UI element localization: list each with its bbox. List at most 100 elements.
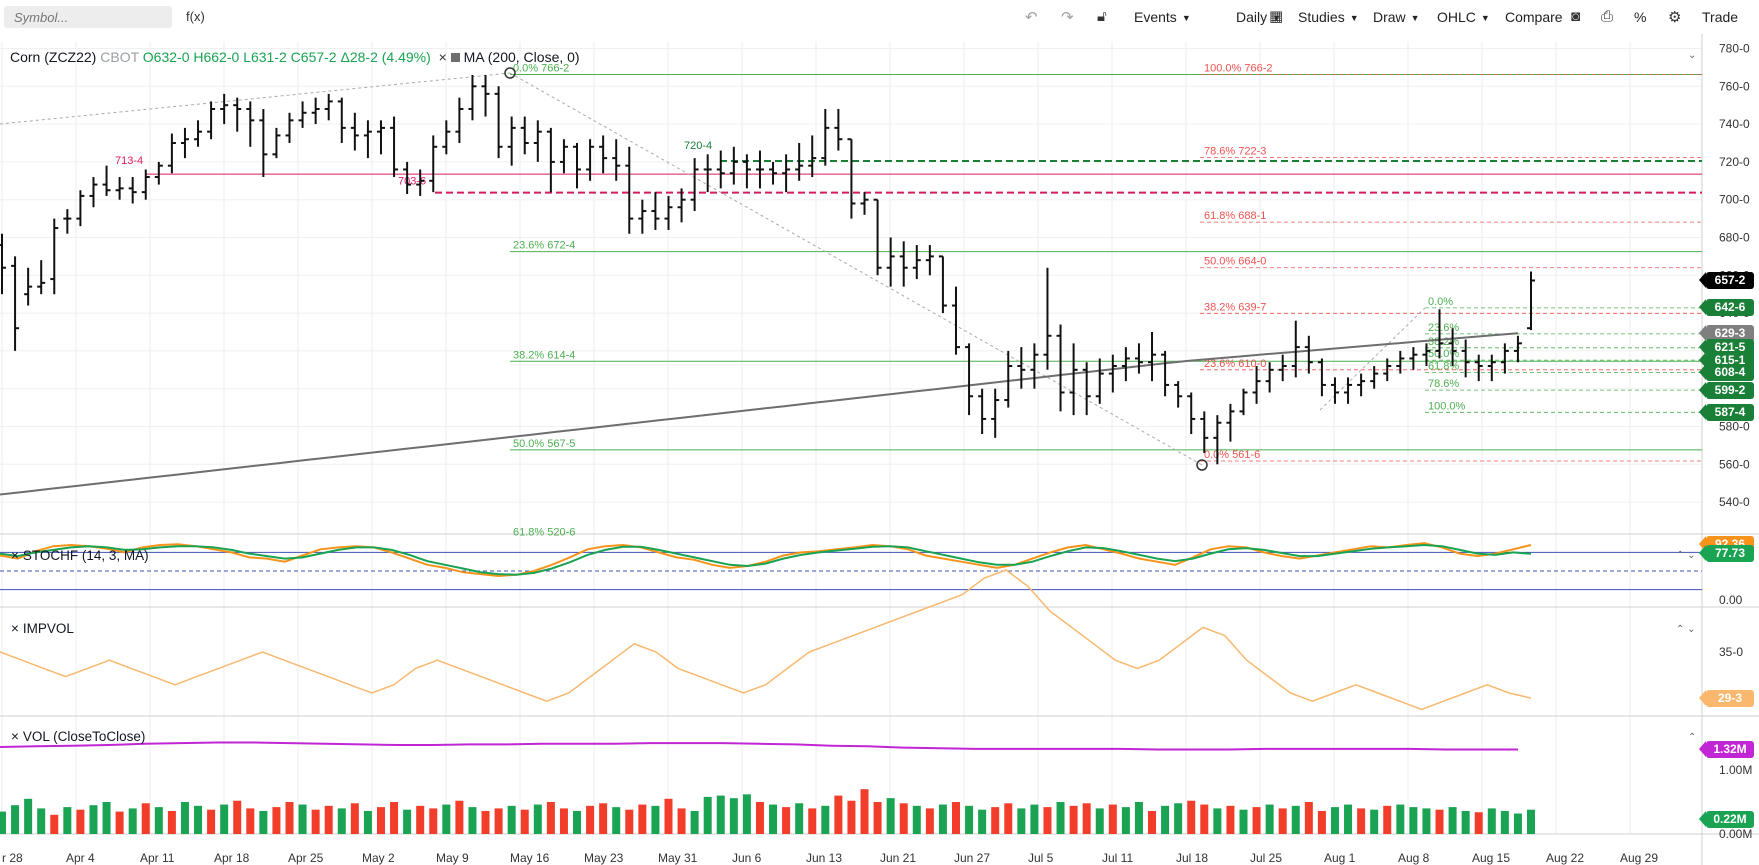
x-tick-label: Apr 11	[140, 851, 175, 865]
draw-menu[interactable]: Draw ▼	[1373, 9, 1420, 25]
volume-bar	[298, 804, 307, 834]
remove-vol-icon[interactable]: ×	[11, 729, 19, 744]
stoch-badge-arrow	[1699, 536, 1706, 553]
price-tick-label: 680-0	[1719, 231, 1750, 245]
ohlc-bar	[925, 245, 934, 276]
chevron-down-icon: ▼	[1181, 13, 1191, 23]
trade-button[interactable]: Trade	[1702, 9, 1739, 25]
price-badge-arrow	[1699, 324, 1706, 341]
volume-bar	[1396, 804, 1405, 834]
volume-bar	[494, 808, 503, 834]
ohlc-bar	[573, 143, 582, 189]
stoch-tick-label: 0.00	[1719, 593, 1743, 607]
volume-bar	[1317, 810, 1326, 834]
ohlc-bar	[180, 127, 189, 159]
lock-icon[interactable]: 🔓︎	[1097, 8, 1107, 25]
impvol-line	[0, 569, 1532, 711]
percent-button[interactable]: %	[1634, 9, 1647, 25]
ohlc-bar	[468, 74, 477, 121]
undo-icon[interactable]: ↶	[1025, 9, 1038, 26]
fib-red-label: 100.0% 766-2	[1204, 62, 1273, 74]
interval-menu[interactable]: Daily ▼	[1236, 9, 1281, 25]
volume-bar	[965, 805, 974, 834]
price-tick-label: 560-0	[1719, 457, 1750, 471]
close-value: C657-2	[290, 49, 337, 65]
ohlc-bar	[847, 138, 856, 219]
ohlc-bar	[494, 86, 503, 159]
volume-bar	[1004, 803, 1013, 834]
price-badge: 642-6	[1706, 299, 1754, 317]
ohlc-bar	[1435, 309, 1444, 359]
x-tick-label: Jun 6	[732, 851, 762, 865]
volume-bar	[76, 809, 85, 834]
remove-stoch-icon[interactable]: ×	[11, 548, 19, 563]
volume-bar	[586, 805, 595, 834]
price-tick-label: 720-0	[1719, 155, 1750, 169]
volume-bar	[259, 810, 268, 834]
camera-icon[interactable]: ◙	[1571, 8, 1581, 25]
volume-bar	[1239, 809, 1248, 834]
ohlc-bar	[808, 135, 817, 178]
ohlc-bar	[755, 150, 764, 189]
collapse-chevron-icon[interactable]: ⌄	[1688, 50, 1697, 61]
ohlc-bar	[1004, 350, 1013, 408]
volume-bar	[1448, 807, 1457, 834]
ohlc-bar	[1383, 358, 1392, 382]
price-badge-arrow	[1699, 351, 1706, 368]
price-tick-label: 760-0	[1719, 79, 1750, 93]
chevron-down-icon: ▼	[1480, 13, 1490, 23]
ohlc-bar	[481, 74, 490, 117]
fib-small-label: 0.0%	[1428, 296, 1453, 308]
redo-icon[interactable]: ↷	[1061, 9, 1074, 26]
volume-bar	[755, 802, 764, 834]
chart-type-menu[interactable]: OHLC ▼	[1437, 9, 1490, 25]
print-icon[interactable]: ⎙	[1601, 8, 1614, 25]
volume-bar	[363, 810, 372, 834]
symbol-search-input[interactable]	[4, 6, 172, 28]
ohlc-bar	[24, 267, 33, 306]
volume-bar	[925, 808, 934, 834]
volume-bar	[1134, 802, 1143, 834]
volume-bar	[272, 807, 281, 834]
vol-pane-arrow-icon[interactable]: ⌃	[1688, 732, 1697, 743]
studies-menu[interactable]: Studies ▼	[1298, 9, 1359, 25]
volume-bar	[468, 807, 477, 834]
volume-bar	[220, 804, 229, 834]
price-badge-arrow	[1699, 339, 1706, 356]
volume-bar	[128, 808, 137, 834]
ohlc-bar	[272, 127, 281, 159]
ohlc-bar	[1357, 373, 1366, 397]
ohlc-bar	[546, 127, 555, 193]
volume-bar	[1226, 805, 1235, 834]
volume-bar	[390, 802, 399, 834]
volume-bar	[912, 805, 921, 834]
volume-bar	[1461, 810, 1470, 834]
fx-button[interactable]: f(x)	[186, 9, 205, 24]
ohlc-bar	[951, 286, 960, 355]
ohlc-bar	[1291, 320, 1300, 378]
price-badge: 587-4	[1706, 403, 1754, 421]
calendar-icon[interactable]: ▦	[1269, 8, 1284, 25]
draw-label: Draw	[1373, 9, 1406, 25]
volume-bar	[37, 808, 46, 834]
ohlc-bar	[1095, 358, 1104, 404]
remove-impvol-icon[interactable]: ×	[11, 621, 19, 636]
ohlc-bar	[363, 120, 372, 159]
chart-canvas[interactable]: r 28 Apr 4 Apr 11 Apr 18 Apr 25 May 2 May 9 May…	[0, 34, 1759, 865]
ohlc-bar	[533, 120, 542, 162]
gear-icon[interactable]: ⚙	[1668, 9, 1682, 26]
compare-button[interactable]: Compare	[1505, 9, 1563, 25]
stoch-pane-arrows-icon[interactable]: ⌃ ⌄	[1676, 550, 1696, 561]
volume-bar	[1056, 802, 1065, 834]
ohlc-bar	[403, 161, 412, 195]
volume-bar	[1370, 809, 1379, 834]
ohlc-bar	[912, 245, 921, 280]
events-menu[interactable]: Events ▼	[1134, 9, 1191, 25]
remove-study-icon[interactable]: ×	[438, 49, 447, 65]
ohlc-bar	[651, 192, 660, 230]
ohlc-bar	[1226, 403, 1235, 442]
volume-bar	[1043, 807, 1052, 834]
ohlc-bar	[586, 139, 595, 181]
volume-bar	[1487, 808, 1496, 834]
impvol-pane-arrows-icon[interactable]: ⌃ ⌄	[1676, 624, 1696, 635]
